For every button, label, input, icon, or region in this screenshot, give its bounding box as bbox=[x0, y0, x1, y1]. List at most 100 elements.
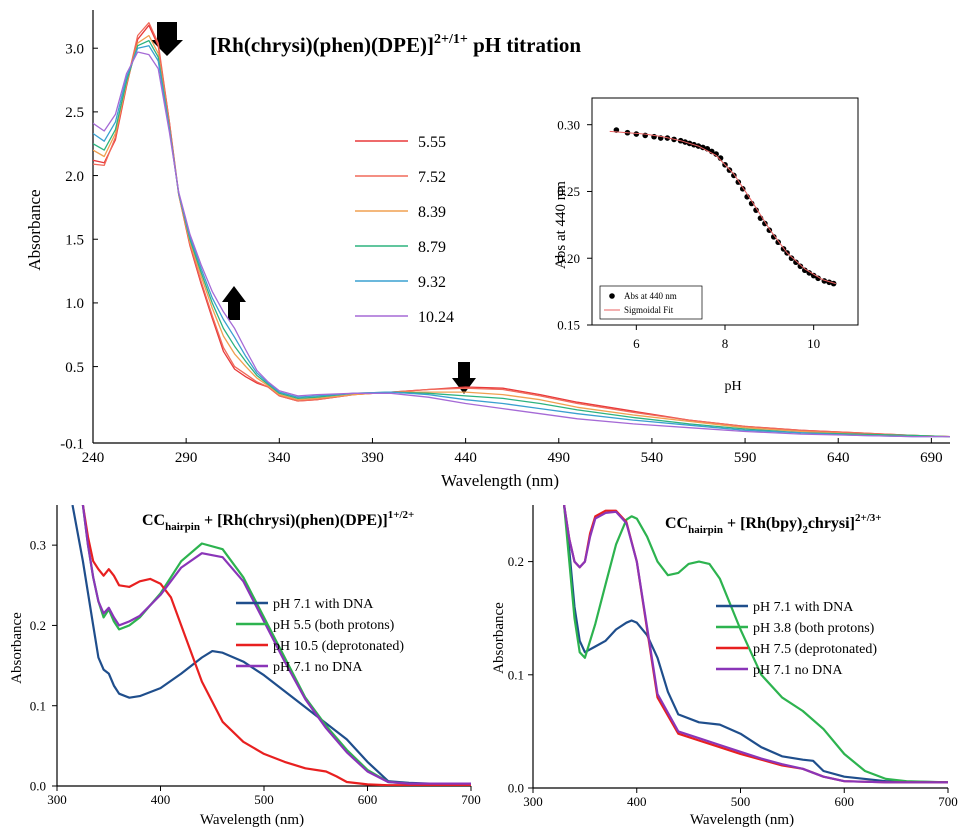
main-titration-panel: [Rh(chrysi)(phen)(DPE)]2+/1+ pH titratio… bbox=[25, 10, 950, 490]
series-line bbox=[563, 505, 948, 784]
bottom-right-y-axis-label: Absorbance bbox=[491, 602, 507, 674]
y-tick-label: 0.1 bbox=[508, 667, 524, 682]
y-tick-label: 2.0 bbox=[65, 169, 84, 185]
data-point bbox=[815, 275, 821, 282]
legend-label: pH 3.8 (both protons) bbox=[753, 621, 875, 636]
data-point bbox=[802, 267, 808, 274]
legend-label: 8.79 bbox=[418, 239, 446, 256]
x-tick-label: 400 bbox=[627, 794, 647, 809]
x-tick-label: 590 bbox=[734, 450, 757, 466]
legend-label: 7.52 bbox=[418, 169, 446, 186]
series-line bbox=[81, 505, 471, 786]
x-tick-label: 290 bbox=[175, 450, 198, 466]
y-tick-label: 0.30 bbox=[557, 117, 580, 132]
inset-legend-box bbox=[599, 285, 703, 320]
x-tick-label: 500 bbox=[254, 792, 274, 807]
series-line bbox=[609, 130, 836, 285]
legend-label: pH 5.5 (both protons) bbox=[273, 618, 395, 633]
data-point bbox=[810, 272, 817, 279]
x-tick-label: 690 bbox=[920, 450, 943, 466]
bottom-left-chart-title: CChairpin + [Rh(chrysi)(phen)(DPE)]1+/2+ bbox=[142, 509, 414, 533]
x-tick-label: 500 bbox=[731, 794, 751, 809]
y-tick-label: 0.15 bbox=[557, 318, 580, 333]
y-tick-label: 0.1 bbox=[30, 698, 46, 713]
x-tick-label: 490 bbox=[548, 450, 571, 466]
y-tick-label: 0.25 bbox=[557, 184, 580, 199]
legend-label: pH 7.1 with DNA bbox=[273, 597, 374, 612]
data-point bbox=[633, 131, 640, 137]
x-tick-label: 6 bbox=[633, 336, 640, 351]
down-arrow-icon bbox=[452, 362, 476, 394]
data-point bbox=[793, 259, 799, 266]
y-tick-label: 1.0 bbox=[65, 296, 84, 312]
x-tick-label: 700 bbox=[461, 792, 481, 807]
y-tick-label: 2.5 bbox=[65, 105, 84, 121]
y-tick-label: 0.0 bbox=[508, 781, 524, 796]
main-chart-title: [Rh(chrysi)(phen)(DPE)]2+/1+ pH titratio… bbox=[210, 32, 581, 57]
data-point bbox=[753, 207, 759, 213]
x-tick-label: 340 bbox=[268, 450, 291, 466]
series-line bbox=[93, 39, 950, 438]
bottom-right-panel: CChairpin + [Rh(bpy)2chrysi]2+/3+ Wavele… bbox=[491, 505, 958, 827]
x-tick-label: 240 bbox=[82, 450, 105, 466]
series-line bbox=[563, 505, 948, 784]
bottom-left-x-axis-label: Wavelength (nm) bbox=[200, 812, 304, 827]
y-tick-label: 0.20 bbox=[557, 251, 580, 266]
main-y-axis-label: Absorbance bbox=[25, 189, 44, 270]
legend-label: pH 7.5 (deprotonated) bbox=[753, 642, 877, 657]
series-line bbox=[81, 505, 471, 785]
x-tick-label: 8 bbox=[722, 336, 729, 351]
y-tick-label: 0.2 bbox=[508, 554, 524, 569]
legend-label: pH 7.1 with DNA bbox=[753, 600, 854, 615]
legend-label: 10.24 bbox=[418, 309, 454, 326]
x-tick-label: 700 bbox=[938, 794, 958, 809]
legend-label: 9.32 bbox=[418, 274, 446, 291]
legend-label: pH 10.5 (deprotonated) bbox=[273, 639, 404, 654]
data-point bbox=[797, 263, 804, 270]
x-tick-label: 640 bbox=[827, 450, 850, 466]
legend-marker bbox=[609, 293, 615, 299]
series-line bbox=[93, 34, 950, 438]
data-point bbox=[713, 151, 719, 157]
x-tick-label: 10 bbox=[807, 336, 820, 351]
series-line bbox=[93, 22, 950, 438]
data-point bbox=[717, 155, 724, 161]
main-x-axis-label: Wavelength (nm) bbox=[441, 471, 559, 490]
x-tick-label: 390 bbox=[361, 450, 384, 466]
x-tick-label: 300 bbox=[523, 794, 543, 809]
x-tick-label: 540 bbox=[641, 450, 664, 466]
data-point bbox=[806, 270, 813, 276]
bottom-right-chart-title: CChairpin + [Rh(bpy)2chrysi]2+/3+ bbox=[665, 512, 882, 536]
y-tick-label: 1.5 bbox=[65, 232, 84, 248]
bottom-right-x-axis-label: Wavelength (nm) bbox=[690, 812, 794, 827]
x-tick-label: 600 bbox=[358, 792, 378, 807]
up-arrow-icon bbox=[222, 286, 246, 320]
data-point bbox=[642, 132, 648, 139]
y-tick-label: 3.0 bbox=[65, 41, 84, 57]
data-point bbox=[770, 234, 777, 240]
x-tick-label: 600 bbox=[835, 794, 855, 809]
series-line bbox=[93, 51, 950, 438]
series-line bbox=[81, 505, 471, 785]
legend-label: pH 7.1 no DNA bbox=[753, 663, 843, 678]
inset-x-axis-label: pH bbox=[724, 379, 741, 394]
legend-label: 8.39 bbox=[418, 204, 446, 221]
legend-label: Sigmoidal Fit bbox=[624, 305, 674, 315]
series-line bbox=[71, 505, 471, 785]
data-point bbox=[788, 255, 795, 262]
x-tick-label: 400 bbox=[151, 792, 171, 807]
y-tick-label: 0.3 bbox=[30, 538, 46, 553]
y-tick-label: 0.0 bbox=[30, 779, 46, 794]
bottom-left-panel: CChairpin + [Rh(chrysi)(phen)(DPE)]1+/2+… bbox=[9, 505, 481, 827]
series-line bbox=[93, 45, 950, 438]
legend-label: Abs at 440 nm bbox=[624, 291, 677, 301]
bottom-left-y-axis-label: Absorbance bbox=[9, 612, 25, 684]
legend-label: 5.55 bbox=[418, 134, 446, 151]
inset-panel: pH Abs at 440 nm 6 8 10 0.15 0.20 0.25 0.30 Abs… bbox=[553, 97, 859, 394]
y-tick-label: 0.2 bbox=[30, 618, 46, 633]
inset-y-axis-label: Abs at 440 nm bbox=[553, 181, 569, 269]
legend-label: pH 7.1 no DNA bbox=[273, 660, 363, 675]
series-line bbox=[93, 24, 950, 438]
x-tick-label: 440 bbox=[454, 450, 477, 466]
